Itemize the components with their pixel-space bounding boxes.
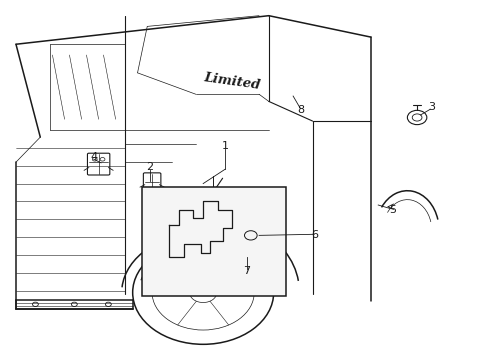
Text: 3: 3 [427, 102, 434, 112]
Text: Limited: Limited [203, 71, 261, 92]
Text: 6: 6 [311, 230, 318, 240]
Bar [142, 187, 285, 296]
Text: 7: 7 [243, 266, 250, 276]
Text: 2: 2 [146, 162, 153, 172]
Text: 5: 5 [388, 205, 395, 215]
Text: 1: 1 [221, 141, 228, 151]
Text: 8: 8 [296, 105, 304, 115]
Text: 4: 4 [90, 152, 97, 162]
